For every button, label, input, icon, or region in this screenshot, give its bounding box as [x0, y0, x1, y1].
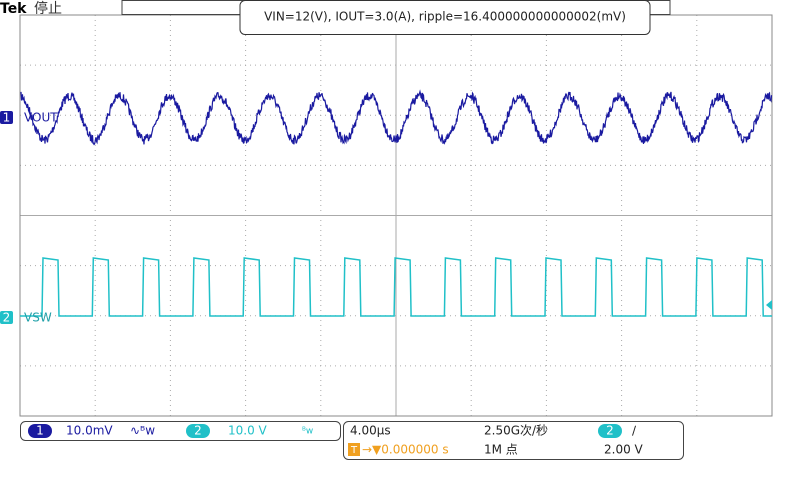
ch1-badge-number: 1: [36, 424, 44, 438]
record-length: 1M 点: [484, 443, 518, 457]
trigger-slope: ∕: [632, 424, 637, 438]
brand: Tek: [0, 1, 27, 17]
trigger-icon-box: [348, 443, 360, 456]
ch2-marker-number: 2: [3, 311, 11, 325]
ch2-scale: 10.0 V: [228, 424, 268, 438]
ch2-bandwidth: ᴮw: [302, 427, 313, 437]
trigger-icon: T: [350, 445, 358, 456]
ch1-badge: [28, 424, 52, 438]
trigger-position: →▼0.000000 s: [362, 443, 449, 457]
graticule: [20, 15, 772, 416]
trigger-level-marker: [766, 300, 772, 310]
trigger-level: 2.00 V: [604, 443, 644, 457]
ch1-waveform: [20, 89, 773, 146]
sample-rate: 2.50G次/秒: [484, 424, 548, 438]
ch1-label: VOUT: [24, 111, 58, 125]
ch1-scale: 10.0mV: [66, 424, 113, 438]
channel-panel: [20, 421, 341, 441]
trigger-source-badge: [598, 424, 622, 438]
trigger-source: 2: [606, 424, 614, 438]
ch2-marker: [0, 311, 13, 324]
ch2-badge: [186, 424, 210, 438]
ch2-badge-number: 2: [194, 424, 202, 438]
ch2-waveform: [20, 257, 772, 317]
measurement-popup: [239, 0, 651, 35]
ch1-marker: [0, 111, 13, 124]
horizontal-scale: 4.00μs: [350, 424, 391, 438]
run-status: 停止: [34, 0, 62, 17]
ch2-label: VSW: [24, 311, 52, 325]
measurement-text: VIN=12(V), IOUT=3.0(A), ripple=16.400000…: [264, 10, 626, 24]
ch1-bandwidth: ∿ᴮw: [130, 424, 155, 438]
ch1-marker-number: 1: [3, 111, 11, 125]
